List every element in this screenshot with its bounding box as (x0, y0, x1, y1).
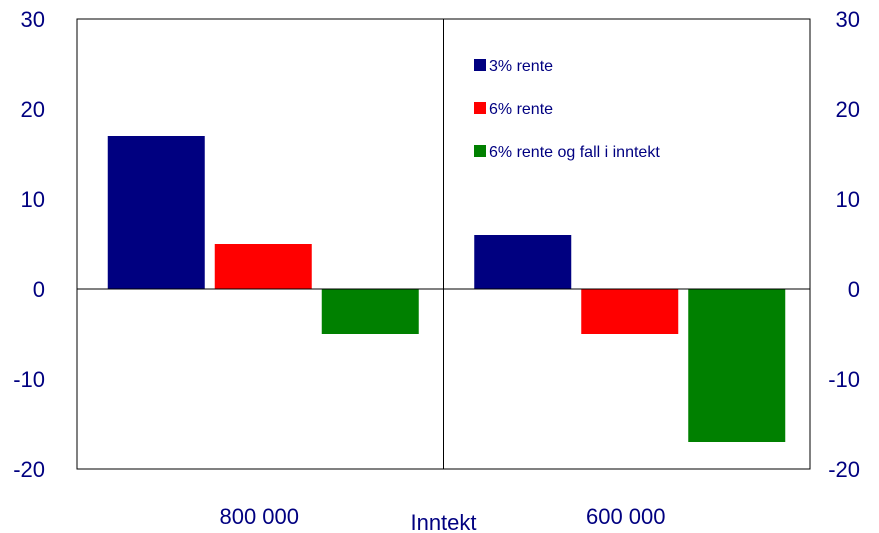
left-y-tick-label: -10 (13, 367, 45, 392)
category-label: 800 000 (219, 504, 299, 529)
x-axis-title: Inntekt (410, 510, 476, 533)
right-y-tick-label: 30 (836, 7, 860, 32)
bar (107, 136, 205, 289)
left-y-axis: 30 20 10 0 -10 -20 (13, 7, 45, 482)
left-y-tick-label: 30 (21, 7, 45, 32)
legend-swatch (474, 102, 486, 114)
left-y-tick-label: 20 (21, 97, 45, 122)
bar (474, 235, 572, 289)
bar (688, 289, 786, 442)
right-y-tick-label: -20 (828, 457, 860, 482)
category-label: 600 000 (586, 504, 666, 529)
left-y-tick-label: -20 (13, 457, 45, 482)
right-y-tick-label: -10 (828, 367, 860, 392)
bar (214, 244, 312, 289)
right-y-axis: 30 20 10 0 -10 -20 (828, 7, 860, 482)
bar (321, 289, 419, 334)
category-labels: 800 000 600 000 (219, 504, 665, 529)
legend-label: 3% rente (489, 58, 553, 75)
bars-group (107, 136, 786, 442)
legend-swatch (474, 59, 486, 71)
legend-label: 6% rente (489, 101, 553, 118)
right-y-tick-label: 20 (836, 97, 860, 122)
legend-swatch (474, 145, 486, 157)
left-y-tick-label: 0 (33, 277, 45, 302)
legend-label: 6% rente og fall i inntekt (489, 144, 660, 161)
right-y-tick-label: 10 (836, 187, 860, 212)
bar (581, 289, 679, 334)
right-y-tick-label: 0 (848, 277, 860, 302)
legend: 3% rente 6% rente 6% rente og fall i innte… (474, 58, 660, 161)
left-y-tick-label: 10 (21, 187, 45, 212)
